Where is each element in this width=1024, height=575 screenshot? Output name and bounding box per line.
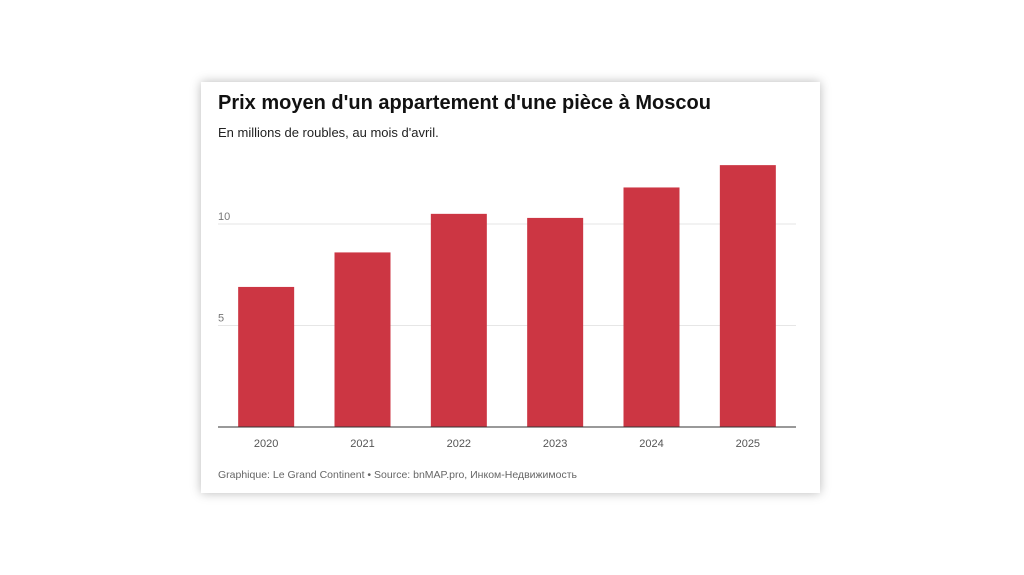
x-tick-label: 2020 (254, 438, 278, 450)
y-tick-label: 10 (218, 211, 230, 223)
chart-title: Prix moyen d'un appartement d'une pièce … (218, 92, 711, 114)
x-tick-label: 2023 (543, 438, 567, 450)
chart-card: Prix moyen d'un appartement d'une pièce … (201, 82, 820, 493)
x-tick-label: 2024 (639, 438, 663, 450)
bars (238, 165, 776, 427)
bar-chart: 5 10 2020 2021 2022 2023 2024 2025 (218, 165, 796, 450)
bar-2024 (623, 187, 680, 427)
x-tick-label: 2022 (447, 438, 471, 450)
chart-subtitle: En millions de roubles, au mois d'avril. (218, 125, 439, 140)
gridlines: 5 10 (218, 211, 796, 326)
axes: 2020 2021 2022 2023 2024 2025 (218, 426, 796, 450)
chart-credit: Graphique: Le Grand Continent • Source: … (218, 469, 577, 481)
bar-2022 (430, 213, 487, 427)
bar-2023 (527, 217, 584, 427)
x-tick-label: 2025 (736, 438, 760, 450)
bar-2020 (238, 286, 295, 427)
y-tick-label: 5 (218, 313, 224, 325)
x-tick-label: 2021 (350, 438, 374, 450)
bar-2021 (334, 252, 391, 427)
bar-2025 (719, 165, 776, 427)
